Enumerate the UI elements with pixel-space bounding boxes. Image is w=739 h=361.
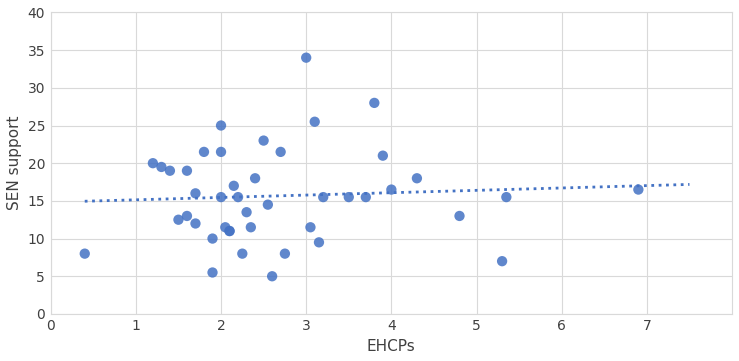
- Point: [258, 138, 270, 143]
- Point: [377, 153, 389, 158]
- Point: [79, 251, 91, 257]
- Point: [633, 187, 644, 192]
- Point: [228, 183, 239, 189]
- Point: [198, 149, 210, 155]
- Point: [275, 149, 287, 155]
- Point: [500, 194, 512, 200]
- Point: [181, 168, 193, 174]
- Point: [304, 225, 316, 230]
- Point: [215, 149, 227, 155]
- Point: [369, 100, 381, 106]
- Point: [411, 175, 423, 181]
- Point: [207, 236, 219, 242]
- Y-axis label: SEN support: SEN support: [7, 116, 22, 210]
- Point: [207, 270, 219, 275]
- Point: [279, 251, 291, 257]
- Point: [219, 225, 231, 230]
- Point: [224, 228, 236, 234]
- Point: [155, 164, 167, 170]
- Point: [164, 168, 176, 174]
- Point: [172, 217, 184, 223]
- Point: [224, 228, 236, 234]
- Point: [181, 213, 193, 219]
- Point: [190, 221, 202, 226]
- Point: [215, 123, 227, 129]
- Point: [262, 202, 273, 208]
- Point: [300, 55, 312, 61]
- Point: [190, 191, 202, 196]
- Point: [454, 213, 466, 219]
- Point: [147, 160, 159, 166]
- Point: [313, 239, 325, 245]
- Point: [343, 194, 355, 200]
- Point: [386, 187, 398, 192]
- Point: [266, 273, 278, 279]
- Point: [360, 194, 372, 200]
- Point: [232, 194, 244, 200]
- Point: [317, 194, 329, 200]
- Point: [245, 225, 256, 230]
- Point: [309, 119, 321, 125]
- Point: [215, 194, 227, 200]
- Point: [236, 251, 248, 257]
- Point: [496, 258, 508, 264]
- Point: [249, 175, 261, 181]
- X-axis label: EHCPs: EHCPs: [367, 339, 416, 354]
- Point: [241, 209, 253, 215]
